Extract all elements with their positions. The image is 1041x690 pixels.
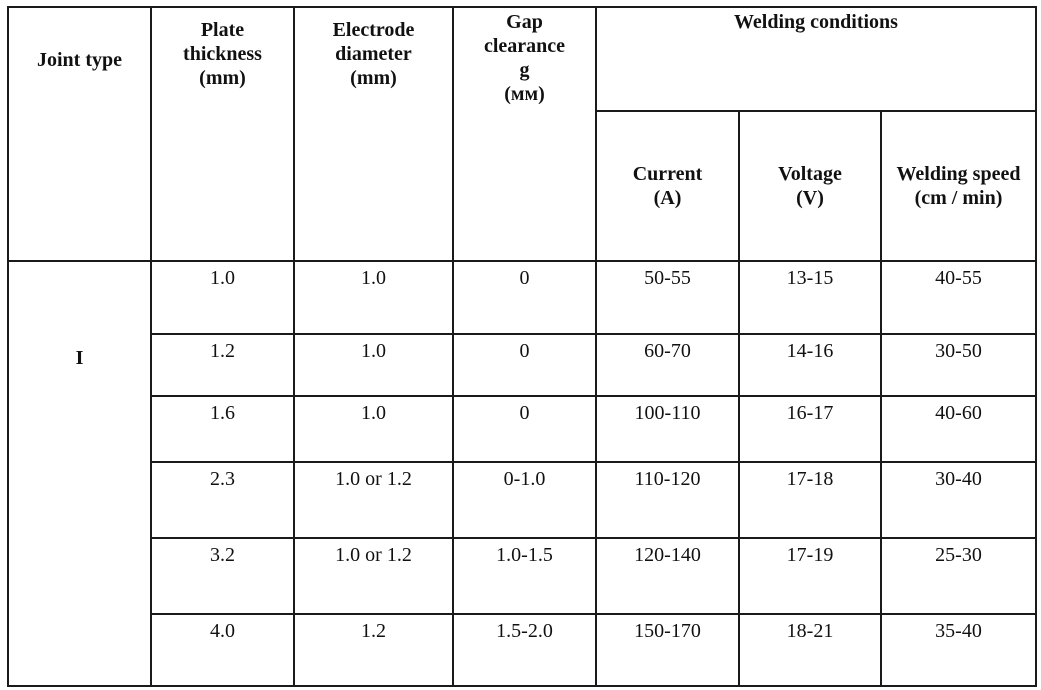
plate-thickness-cell: 1.0: [150, 260, 295, 335]
welding-speed-cell: 40-55: [880, 260, 1037, 335]
electrode-diameter-cell: 1.0 or 1.2: [293, 537, 454, 615]
current-cell: 60-70: [595, 333, 740, 397]
electrode-diameter-cell: 1.2: [293, 613, 454, 687]
current-cell: 110-120: [595, 461, 740, 539]
joint-type-cell: I: [7, 260, 152, 687]
plate-thickness-cell: 4.0: [150, 613, 295, 687]
voltage-cell: 18-21: [738, 613, 882, 687]
header-welding-speed: Welding speed (cm / min): [880, 110, 1037, 262]
plate-thickness-cell: 1.6: [150, 395, 295, 463]
header-plate-thickness: Plate thickness (mm): [150, 6, 295, 262]
current-cell: 100-110: [595, 395, 740, 463]
gap-clearance-cell: 0: [452, 260, 597, 335]
plate-thickness-cell: 2.3: [150, 461, 295, 539]
current-cell: 120-140: [595, 537, 740, 615]
header-voltage: Voltage (V): [738, 110, 882, 262]
header-gap-clearance: Gap clearance g (мм): [452, 6, 597, 262]
plate-thickness-cell: 1.2: [150, 333, 295, 397]
table-row: 1.2 1.0 0 60-70 14-16 30-50: [8, 333, 1037, 397]
welding-conditions-table: Joint type Plate thickness (mm) Electrod…: [7, 6, 1037, 687]
header-joint-type: Joint type: [7, 6, 152, 262]
welding-speed-cell: 25-30: [880, 537, 1037, 615]
voltage-cell: 17-18: [738, 461, 882, 539]
table-row: I 1.0 1.0 0 50-55 13-15 40-55: [7, 260, 1037, 687]
welding-speed-cell: 30-40: [880, 461, 1037, 539]
plate-thickness-cell: 3.2: [150, 537, 295, 615]
voltage-cell: 16-17: [738, 395, 882, 463]
table-row: 2.3 1.0 or 1.2 0-1.0 110-120 17-18 30-40: [8, 461, 1037, 539]
table-row: 1.6 1.0 0 100-110 16-17 40-60: [8, 395, 1037, 463]
gap-clearance-cell: 0: [452, 395, 597, 463]
welding-speed-cell: 35-40: [880, 613, 1037, 687]
gap-clearance-cell: 1.0-1.5: [452, 537, 597, 615]
electrode-diameter-cell: 1.0: [293, 260, 454, 335]
header-current: Current (A): [595, 110, 740, 262]
header-welding-conditions: Welding conditions: [595, 6, 1037, 112]
voltage-cell: 17-19: [738, 537, 882, 615]
welding-speed-cell: 30-50: [880, 333, 1037, 397]
gap-clearance-cell: 1.5-2.0: [452, 613, 597, 687]
voltage-cell: 14-16: [738, 333, 882, 397]
electrode-diameter-cell: 1.0 or 1.2: [293, 461, 454, 539]
current-cell: 50-55: [595, 260, 740, 335]
welding-speed-cell: 40-60: [880, 395, 1037, 463]
table-row: 3.2 1.0 or 1.2 1.0-1.5 120-140 17-19 25-…: [8, 537, 1037, 615]
electrode-diameter-cell: 1.0: [293, 333, 454, 397]
table-row: 4.0 1.2 1.5-2.0 150-170 18-21 35-40: [8, 613, 1037, 687]
electrode-diameter-cell: 1.0: [293, 395, 454, 463]
current-cell: 150-170: [595, 613, 740, 687]
header-electrode-diameter: Electrode diameter (mm): [293, 6, 454, 262]
gap-clearance-cell: 0-1.0: [452, 461, 597, 539]
gap-clearance-cell: 0: [452, 333, 597, 397]
voltage-cell: 13-15: [738, 260, 882, 335]
